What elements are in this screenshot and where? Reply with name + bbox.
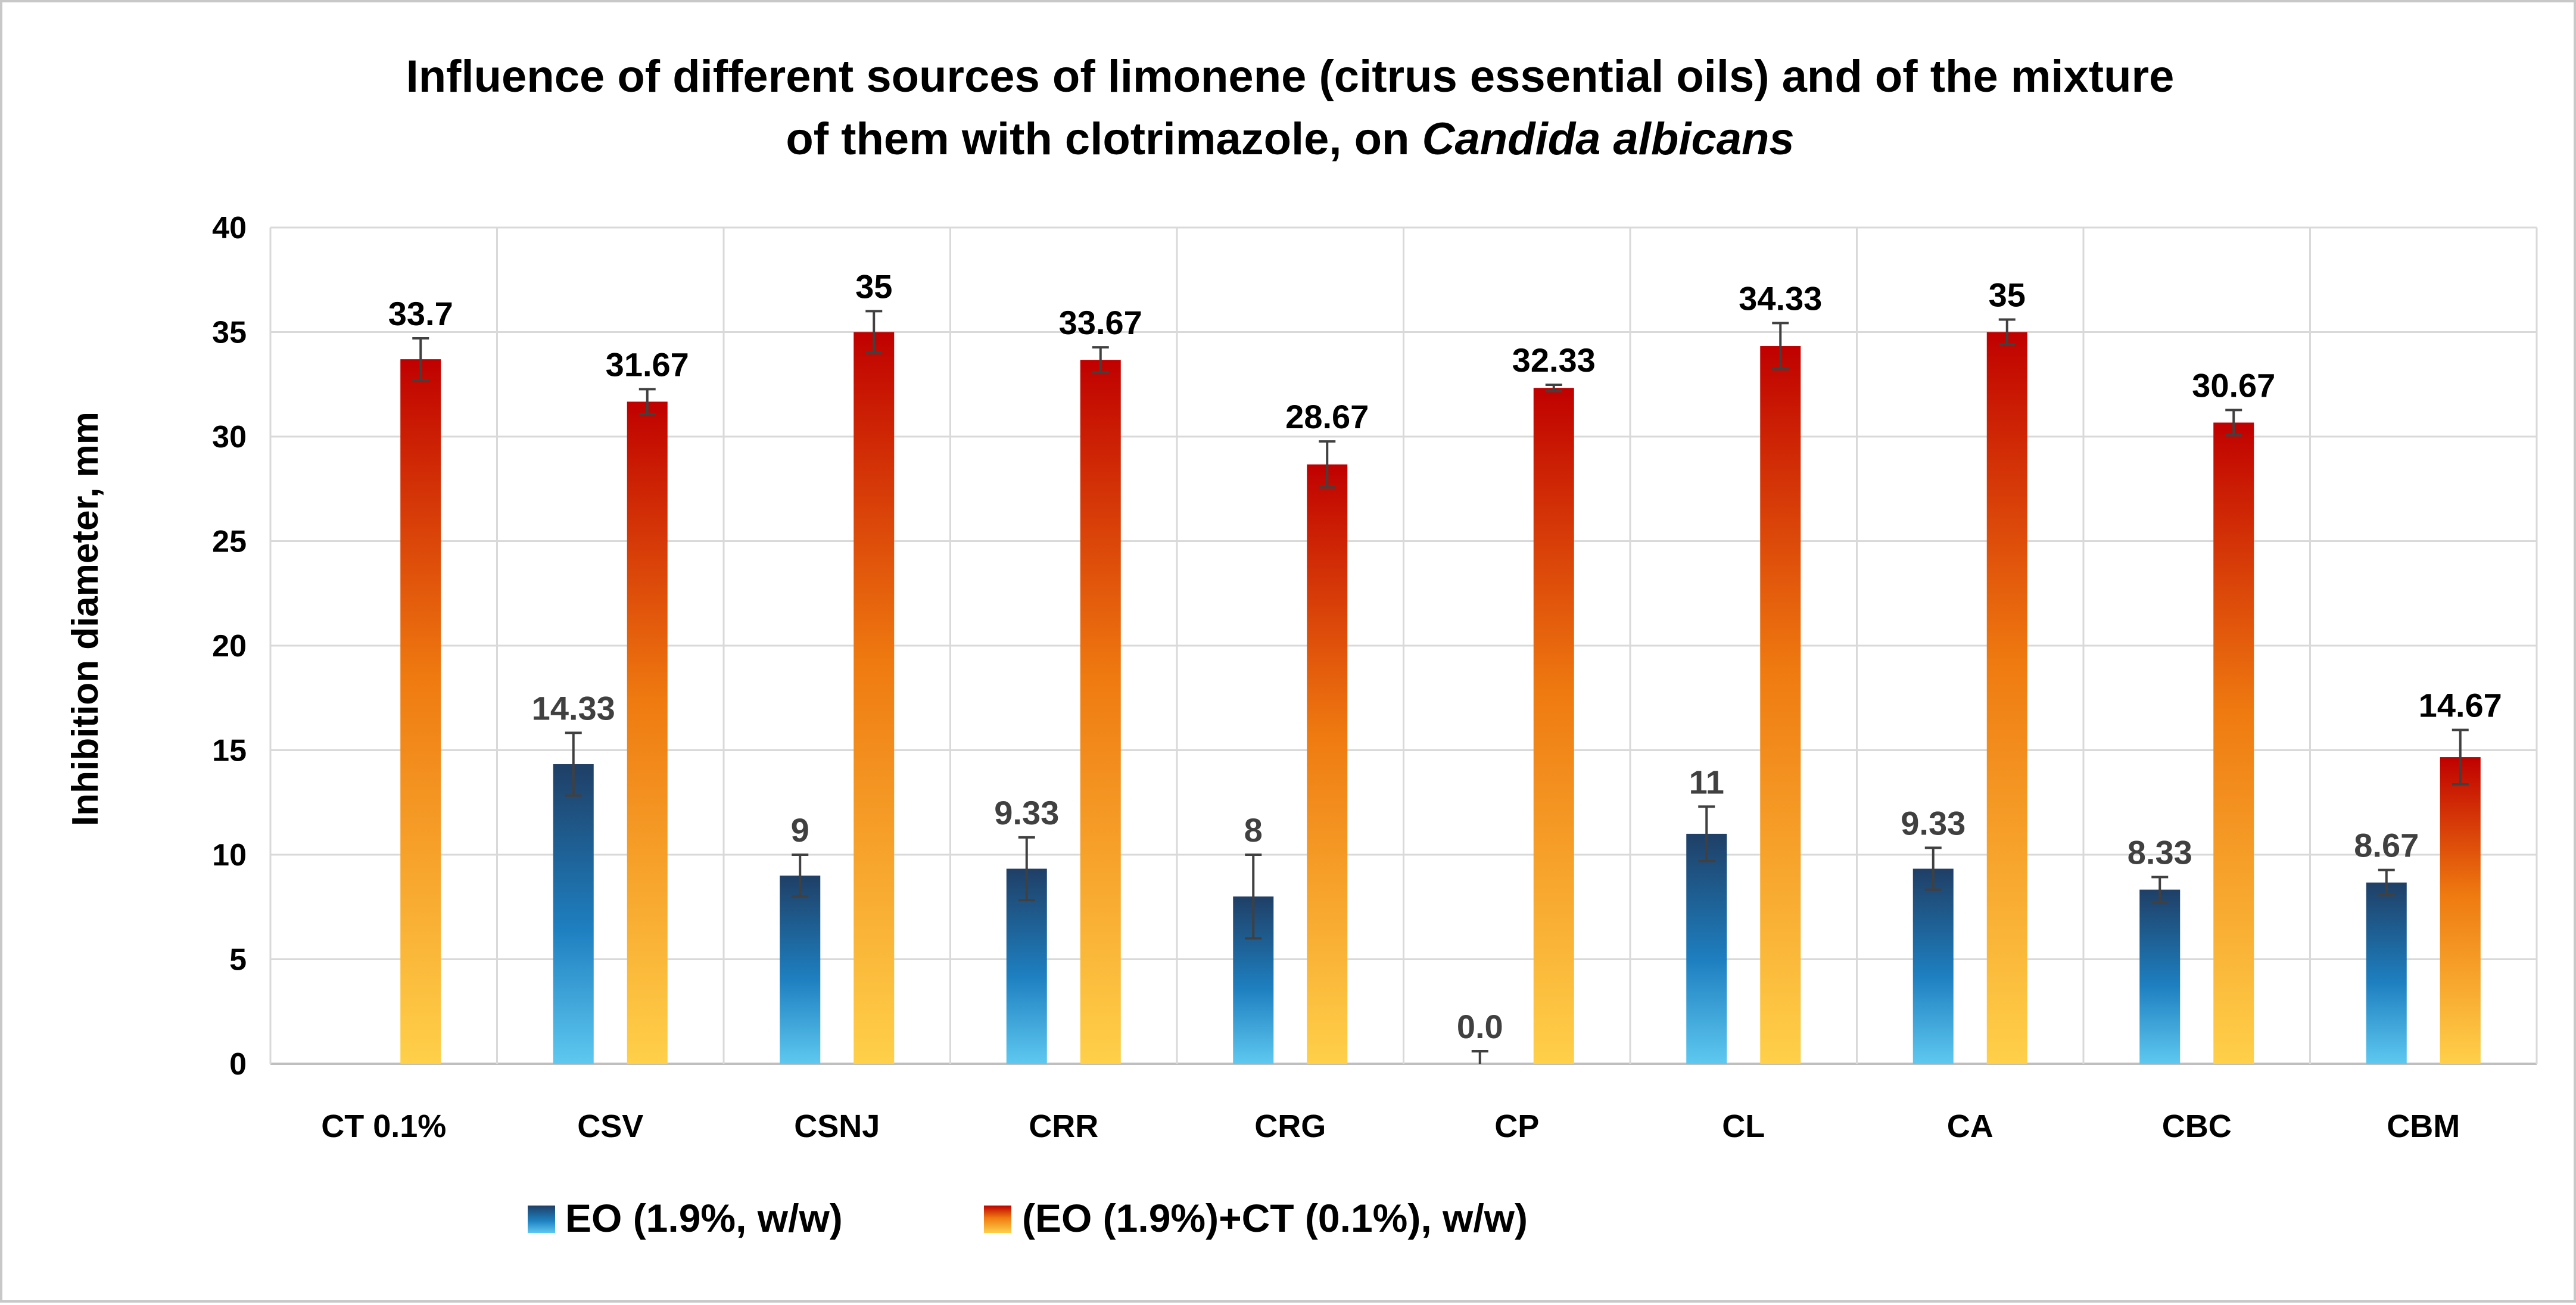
category-label: CP <box>1494 1108 1539 1144</box>
error-bar <box>2452 728 2469 786</box>
bar-eo-ca <box>1912 868 1954 1064</box>
bar-mix-crg <box>1307 464 1348 1064</box>
data-label-eo: 9 <box>791 811 809 849</box>
y-tick-label: 20 <box>212 629 247 664</box>
y-axis-ticks: 0 5 10 15 20 25 30 35 40 <box>212 211 247 1082</box>
bar-mix-cp <box>1533 388 1574 1064</box>
data-label-mix: 28.67 <box>1285 398 1369 435</box>
error-bar <box>2378 868 2395 896</box>
category-label: CRR <box>1029 1108 1098 1144</box>
category-label: CT 0.1% <box>321 1108 446 1144</box>
error-bar <box>2225 409 2242 437</box>
chart-title-line-2-text: of them with clotrimazole, on <box>786 114 1422 164</box>
data-label-eo: 0.0 <box>1457 1008 1503 1045</box>
bar-eo-csv <box>553 764 594 1064</box>
y-tick-label: 30 <box>212 420 247 454</box>
category-label: CL <box>1722 1108 1765 1144</box>
error-bar <box>638 388 656 416</box>
error-bar <box>792 854 809 898</box>
chart-title-species: Candida albicans <box>1422 114 1795 164</box>
y-tick-label: 0 <box>229 1047 247 1082</box>
category-label: CSNJ <box>794 1108 880 1144</box>
y-tick-label: 10 <box>212 838 247 873</box>
error-bar <box>1924 846 1942 891</box>
bar-mix-cl <box>1760 346 1801 1064</box>
y-tick-label: 25 <box>212 525 247 559</box>
y-tick-label: 5 <box>229 943 247 977</box>
bar-mix-csv <box>627 401 668 1064</box>
category-label: CRG <box>1254 1108 1326 1144</box>
error-bar <box>412 337 429 382</box>
data-label-mix: 35 <box>855 267 892 305</box>
error-bar <box>1772 322 1789 370</box>
legend-label-mix: (EO (1.9%)+CT (0.1%), w/w) <box>1022 1196 1528 1240</box>
data-labels: 33.7 14.33 31.67 9 35 9.33 33.67 8 28.67 0.0 32.33… <box>388 267 2502 1045</box>
data-label-mix: 30.67 <box>2192 366 2275 404</box>
y-axis-label: Inhibition diameter, mm <box>65 412 106 826</box>
data-label-eo: 9.33 <box>1901 804 1966 842</box>
legend-swatch-eo <box>528 1206 555 1233</box>
data-label-eo: 8.67 <box>2354 827 2419 864</box>
legend-label-eo: EO (1.9%, w/w) <box>565 1196 843 1240</box>
category-label: CBM <box>2387 1108 2460 1144</box>
error-bar <box>565 731 582 797</box>
category-label: CBC <box>2162 1108 2232 1144</box>
bar-eo-cl <box>1686 833 1727 1064</box>
bar-eo-cbc <box>2139 889 2181 1064</box>
data-label-mix: 33.7 <box>388 295 453 332</box>
x-axis-categories: CT 0.1% CSV CSNJ CRR CRG CP CL CA CBC CBM <box>321 1108 2460 1144</box>
bar-mix-crr <box>1080 360 1121 1064</box>
data-label-mix: 31.67 <box>606 345 689 383</box>
data-label-eo: 9.33 <box>994 794 1059 831</box>
data-label-mix: 14.67 <box>2419 686 2502 724</box>
error-bar <box>1998 318 2016 346</box>
error-bar <box>865 310 883 354</box>
legend: EO (1.9%, w/w) (EO (1.9%)+CT (0.1%), w/w… <box>528 1196 1528 1240</box>
y-tick-label: 15 <box>212 734 247 768</box>
data-label-mix: 33.67 <box>1059 304 1142 341</box>
data-label-mix: 32.33 <box>1512 341 1596 379</box>
error-bar <box>1471 1049 1488 1064</box>
data-label-eo: 8 <box>1244 811 1263 849</box>
y-tick-label: 35 <box>212 316 247 350</box>
error-bars <box>412 310 2469 1064</box>
legend-swatch-mix <box>984 1206 1011 1233</box>
bar-mix-csnj <box>854 332 895 1064</box>
chart-title-line-1: Influence of different sources of limone… <box>406 51 2175 102</box>
error-bar <box>1018 836 1035 902</box>
bar-mix-cbm <box>2440 757 2481 1064</box>
error-bar <box>2151 876 2169 904</box>
error-bar <box>1319 440 1336 489</box>
error-bar <box>1698 805 1715 862</box>
error-bar <box>1245 854 1262 940</box>
data-label-mix: 35 <box>1989 276 2026 313</box>
bar-mix-ca <box>1986 332 2027 1064</box>
data-label-eo: 14.33 <box>532 689 615 727</box>
chart-title-line-2: of them with clotrimazole, on Candida al… <box>786 114 1794 164</box>
error-bar <box>1545 383 1562 393</box>
bar-eo-csnj <box>780 876 821 1064</box>
y-tick-label: 40 <box>212 211 247 245</box>
bar-mix-ct01 <box>400 359 441 1064</box>
bar-eo-cbm <box>2366 882 2407 1064</box>
category-label: CSV <box>577 1108 643 1144</box>
bar-mix-cbc <box>2213 422 2254 1064</box>
data-label-eo: 8.33 <box>2128 834 2192 871</box>
category-label: CA <box>1947 1108 1993 1144</box>
error-bar <box>1092 346 1109 374</box>
data-label-eo: 11 <box>1689 763 1724 801</box>
data-label-mix: 34.33 <box>1739 279 1822 317</box>
bars <box>400 332 2481 1064</box>
